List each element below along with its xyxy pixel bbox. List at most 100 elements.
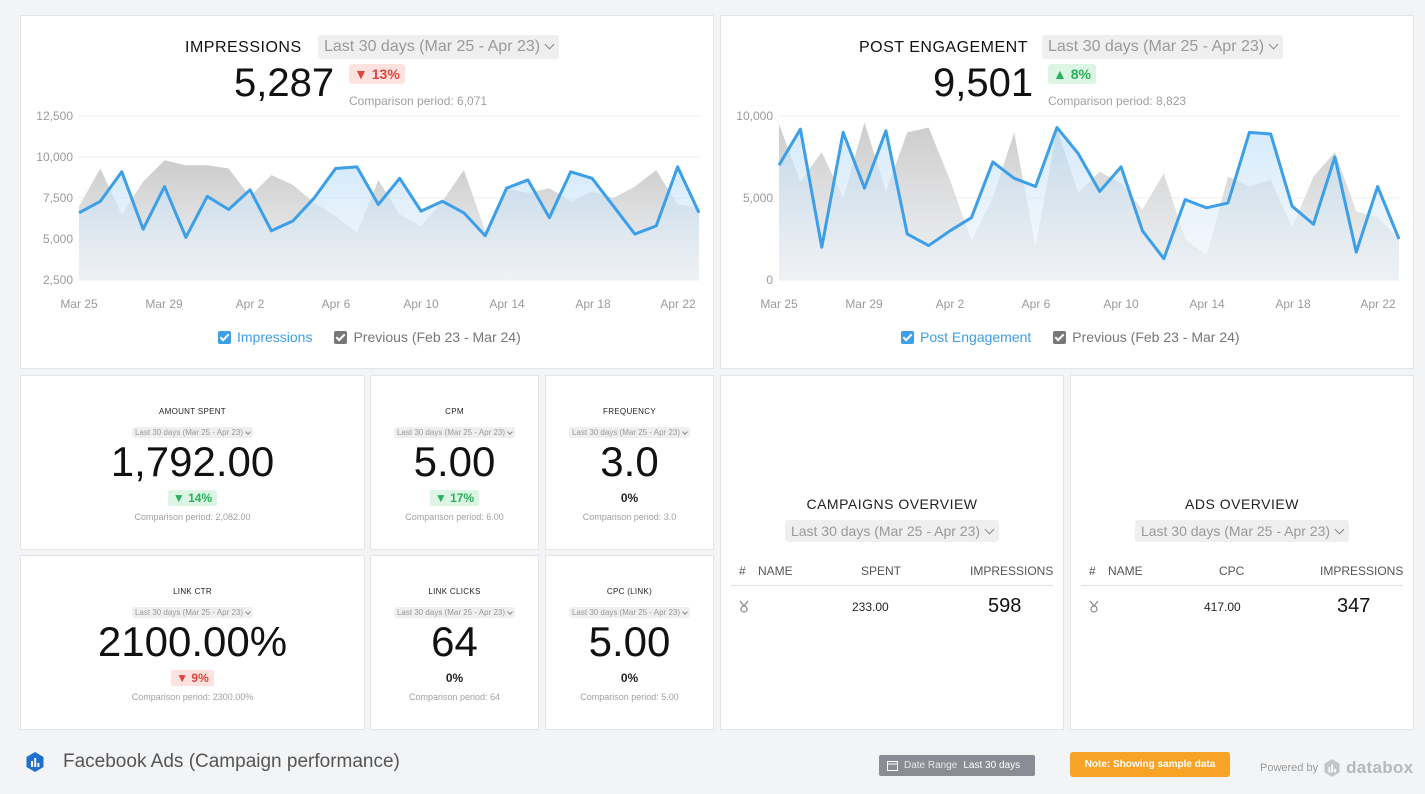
y-tick-label: 10,000 (736, 109, 773, 123)
kpi-date-dropdown[interactable]: Last 30 days (Mar 25 - Apr 23) (568, 427, 691, 438)
cpc-link-card: CPC (LINK) Last 30 days (Mar 25 - Apr 23… (545, 555, 714, 730)
y-tick-label: 7,500 (43, 191, 73, 205)
x-tick-label: Mar 25 (760, 297, 798, 311)
series-line-current (777, 125, 1401, 261)
column-header-cpc[interactable]: CPC (1219, 564, 1245, 578)
dashboard-title: Facebook Ads (Campaign performance) (63, 751, 400, 772)
chevron-down-icon (245, 609, 251, 615)
series-area-current (79, 166, 699, 280)
x-tick-label: Apr 6 (1022, 297, 1051, 311)
impressions-card: IMPRESSIONS Last 30 days (Mar 25 - Apr 2… (20, 15, 714, 369)
post-engagement-value: 9,501 (933, 61, 1034, 105)
ads-date-dropdown[interactable]: Last 30 days (Mar 25 - Apr 23) (1134, 520, 1350, 542)
legend-item-impressions[interactable]: Impressions (218, 329, 312, 345)
kpi-date-label: Last 30 days (Mar 25 - Apr 23) (571, 428, 681, 437)
checkbox-icon (334, 330, 348, 344)
x-tick-label: Mar 29 (145, 297, 183, 311)
kpi-date-dropdown[interactable]: Last 30 days (Mar 25 - Apr 23) (393, 607, 516, 618)
checkbox-icon (901, 330, 914, 344)
kpi-change-badge: 0% (620, 671, 639, 685)
column-header-name[interactable]: NAME (1108, 564, 1143, 578)
y-tick-label: 12,500 (36, 109, 73, 123)
column-header-spent[interactable]: SPENT (861, 564, 902, 578)
impressions-change-badge: ▼ 13% (349, 64, 405, 84)
impressions-comparison: Comparison period: 6,071 (349, 94, 488, 108)
powered-by[interactable]: Powered by databox (1260, 758, 1413, 778)
kpi-change-badge: ▼ 14% (167, 490, 218, 506)
impressions-date-label: Last 30 days (Mar 25 - Apr 23) (324, 38, 541, 55)
column-header-rank[interactable]: # (1089, 564, 1096, 578)
post-engagement-change-badge: ▲ 8% (1048, 64, 1096, 84)
kpi-comparison: Comparison period: 6.00 (405, 512, 504, 522)
legend-item-post-engagement[interactable]: Post Engagement (901, 329, 1031, 345)
y-tick-label: 0 (766, 273, 773, 287)
impressions-date-dropdown[interactable]: Last 30 days (Mar 25 - Apr 23) (318, 35, 560, 59)
checkbox-icon (1053, 330, 1067, 344)
date-range-button[interactable]: Date Range Last 30 days (879, 755, 1035, 776)
kpi-value: 2100.00% (97, 618, 288, 665)
amount-spent-card: AMOUNT SPENT Last 30 days (Mar 25 - Apr … (20, 375, 365, 550)
column-header-rank[interactable]: # (739, 564, 746, 578)
kpi-value: 1,792.00 (110, 438, 275, 485)
kpi-value: 3.0 (600, 438, 659, 485)
impressions-title: IMPRESSIONS (185, 39, 302, 56)
checkbox-icon (218, 330, 231, 344)
kpi-value: 64 (431, 618, 478, 665)
campaigns-date-label: Last 30 days (Mar 25 - Apr 23) (790, 523, 981, 539)
column-header-impressions[interactable]: IMPRESSIONS (1320, 564, 1404, 578)
post-engagement-title: POST ENGAGEMENT (859, 39, 1029, 56)
campaigns-date-dropdown[interactable]: Last 30 days (Mar 25 - Apr 23) (784, 520, 1000, 542)
chevron-down-icon (682, 429, 688, 435)
databox-logo-icon (26, 752, 44, 772)
x-tick-label: Apr 2 (236, 297, 265, 311)
column-header-impressions[interactable]: IMPRESSIONS (970, 564, 1054, 578)
legend-label: Previous (Feb 23 - Mar 24) (1072, 329, 1240, 345)
medal-icon (739, 601, 749, 613)
sample-data-note: Note: Showing sample data (1070, 752, 1230, 777)
table-divider (731, 585, 1053, 586)
kpi-date-dropdown[interactable]: Last 30 days (Mar 25 - Apr 23) (131, 607, 254, 618)
impressions-chart: 12,500 10,000 7,500 5,000 2,500 Mar 25 Mar 29 A… (36, 109, 701, 311)
post-engagement-legend: Post Engagement Previous (Feb 23 - Mar 2… (901, 329, 1240, 345)
calendar-icon (887, 761, 898, 771)
kpi-date-dropdown[interactable]: Last 30 days (Mar 25 - Apr 23) (131, 427, 254, 438)
kpi-title: LINK CTR (173, 587, 212, 596)
legend-label: Previous (Feb 23 - Mar 24) (353, 329, 521, 345)
y-tick-label: 10,000 (36, 150, 73, 164)
databox-brand-icon (1324, 759, 1340, 777)
series-area-current (779, 127, 1399, 280)
kpi-comparison: Comparison period: 5.00 (580, 692, 679, 702)
medal-icon (1089, 601, 1099, 613)
kpi-date-dropdown[interactable]: Last 30 days (Mar 25 - Apr 23) (393, 427, 516, 438)
kpi-change-badge: 0% (445, 671, 464, 685)
chevron-down-icon (682, 609, 688, 615)
kpi-title: FREQUENCY (603, 407, 656, 416)
x-tick-label: Mar 29 (845, 297, 883, 311)
kpi-value: 5.00 (413, 438, 496, 485)
x-tick-label: Apr 14 (1189, 297, 1225, 311)
legend-item-previous[interactable]: Previous (Feb 23 - Mar 24) (334, 329, 521, 345)
ads-date-label: Last 30 days (Mar 25 - Apr 23) (1140, 523, 1331, 539)
chevron-down-icon (984, 524, 995, 535)
x-tick-label: Apr 6 (322, 297, 351, 311)
post-engagement-date-label: Last 30 days (Mar 25 - Apr 23) (1048, 38, 1265, 55)
chevron-down-icon (507, 429, 513, 435)
kpi-change-badge: ▼ 17% (429, 490, 480, 506)
legend-label: Impressions (237, 329, 313, 345)
powered-by-label: Powered by (1260, 762, 1319, 774)
table-cell-impressions: 598 (988, 595, 1022, 617)
date-range-value: Last 30 days (963, 760, 1021, 771)
kpi-title: CPM (445, 407, 464, 416)
kpi-date-label: Last 30 days (Mar 25 - Apr 23) (396, 608, 506, 617)
legend-item-previous[interactable]: Previous (Feb 23 - Mar 24) (1053, 329, 1240, 345)
kpi-date-dropdown[interactable]: Last 30 days (Mar 25 - Apr 23) (568, 607, 691, 618)
column-header-name[interactable]: NAME (758, 564, 793, 578)
x-tick-label: Apr 18 (575, 297, 611, 311)
impressions-value: 5,287 (234, 61, 335, 105)
y-tick-label: 5,000 (43, 232, 73, 246)
post-engagement-date-dropdown[interactable]: Last 30 days (Mar 25 - Apr 23) (1042, 35, 1284, 59)
kpi-title: LINK CLICKS (428, 587, 481, 596)
kpi-change-badge: ▼ 9% (171, 670, 214, 686)
kpi-date-label: Last 30 days (Mar 25 - Apr 23) (396, 428, 506, 437)
kpi-date-label: Last 30 days (Mar 25 - Apr 23) (134, 428, 244, 437)
